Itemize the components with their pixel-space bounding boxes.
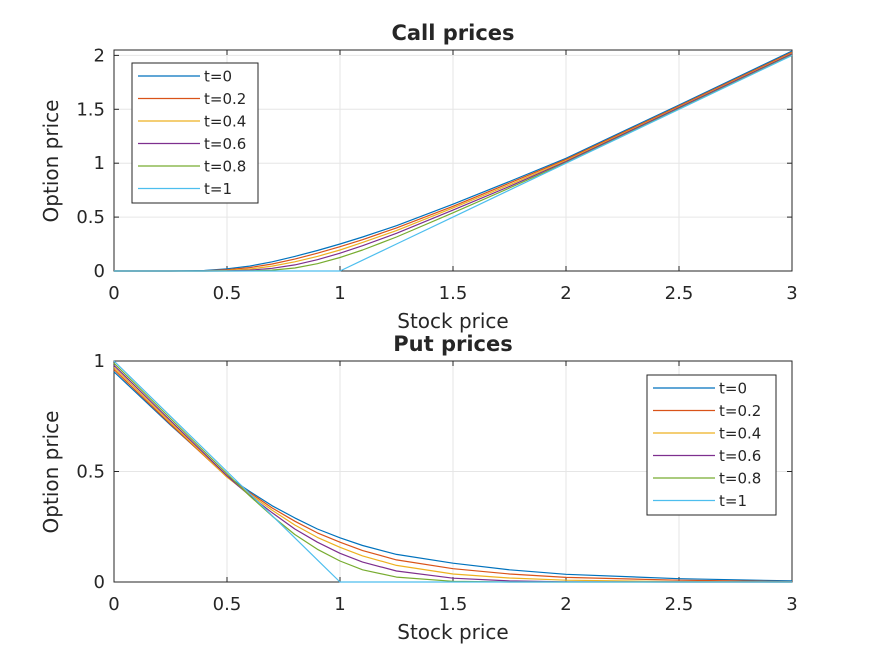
x-tick-label: 0.5 <box>213 594 242 615</box>
x-tick-label: 2.5 <box>665 283 694 304</box>
y-axis-label: Option price <box>39 411 63 534</box>
chart-title: Call prices <box>391 21 514 45</box>
x-tick-label: 2 <box>560 594 571 615</box>
x-tick-label: 1 <box>334 594 345 615</box>
legend-label: t=1 <box>719 492 747 510</box>
x-axis-label: Stock price <box>397 620 508 644</box>
y-tick-label: 0.5 <box>76 462 105 483</box>
chart-title: Put prices <box>393 332 512 356</box>
legend-label: t=0 <box>204 68 232 86</box>
series-line <box>113 360 792 583</box>
legend: t=0 t=0.2 t=0.4 t=0.6 t=0.8 t=1 <box>131 62 259 204</box>
x-tick-label: 1.5 <box>439 283 468 304</box>
y-tick-label: 2 <box>94 45 105 66</box>
x-tick-label: 0 <box>108 594 119 615</box>
legend-label: t=0.8 <box>204 158 246 176</box>
y-axis-label: Option price <box>39 100 63 223</box>
x-axis-label: Stock price <box>397 309 508 333</box>
x-tick-label: 2 <box>560 283 571 304</box>
x-tick-label: 1.5 <box>439 594 468 615</box>
series-line <box>113 364 792 583</box>
y-tick-label: 0.5 <box>76 207 105 228</box>
x-tick-label: 3 <box>786 594 797 615</box>
y-tick-label: 1 <box>94 153 105 174</box>
legend-label: t=1 <box>204 180 232 198</box>
x-tick-label: 0.5 <box>213 283 242 304</box>
legend-label: t=0.4 <box>204 113 246 131</box>
y-tick-label: 0 <box>94 572 105 593</box>
legend-label: t=0.6 <box>719 447 761 465</box>
legend: t=0 t=0.2 t=0.4 t=0.6 t=0.8 t=1 <box>646 374 777 516</box>
call-prices-chart: Call prices Stock price Option price 0 0.… <box>39 21 798 333</box>
legend-label: t=0.4 <box>719 425 761 443</box>
y-tick-label: 1.5 <box>76 99 105 120</box>
y-tick-label: 1 <box>94 351 105 372</box>
series-line <box>114 54 793 272</box>
legend-label: t=0.6 <box>204 135 246 153</box>
x-tick-label: 2.5 <box>665 594 694 615</box>
y-tick-label: 0 <box>94 261 105 282</box>
legend-label: t=0 <box>719 380 747 398</box>
put-prices-chart: Put prices Stock price Option price 0 0.5… <box>39 332 798 644</box>
legend-box <box>131 62 259 204</box>
x-tick-label: 1 <box>334 283 345 304</box>
legend-label: t=0.8 <box>719 470 761 488</box>
legend-box <box>646 374 777 516</box>
legend-label: t=0.2 <box>204 90 246 108</box>
x-tick-label: 0 <box>108 283 119 304</box>
legend-label: t=0.2 <box>719 402 761 420</box>
x-tick-label: 3 <box>786 283 797 304</box>
axes-frame <box>113 49 793 272</box>
